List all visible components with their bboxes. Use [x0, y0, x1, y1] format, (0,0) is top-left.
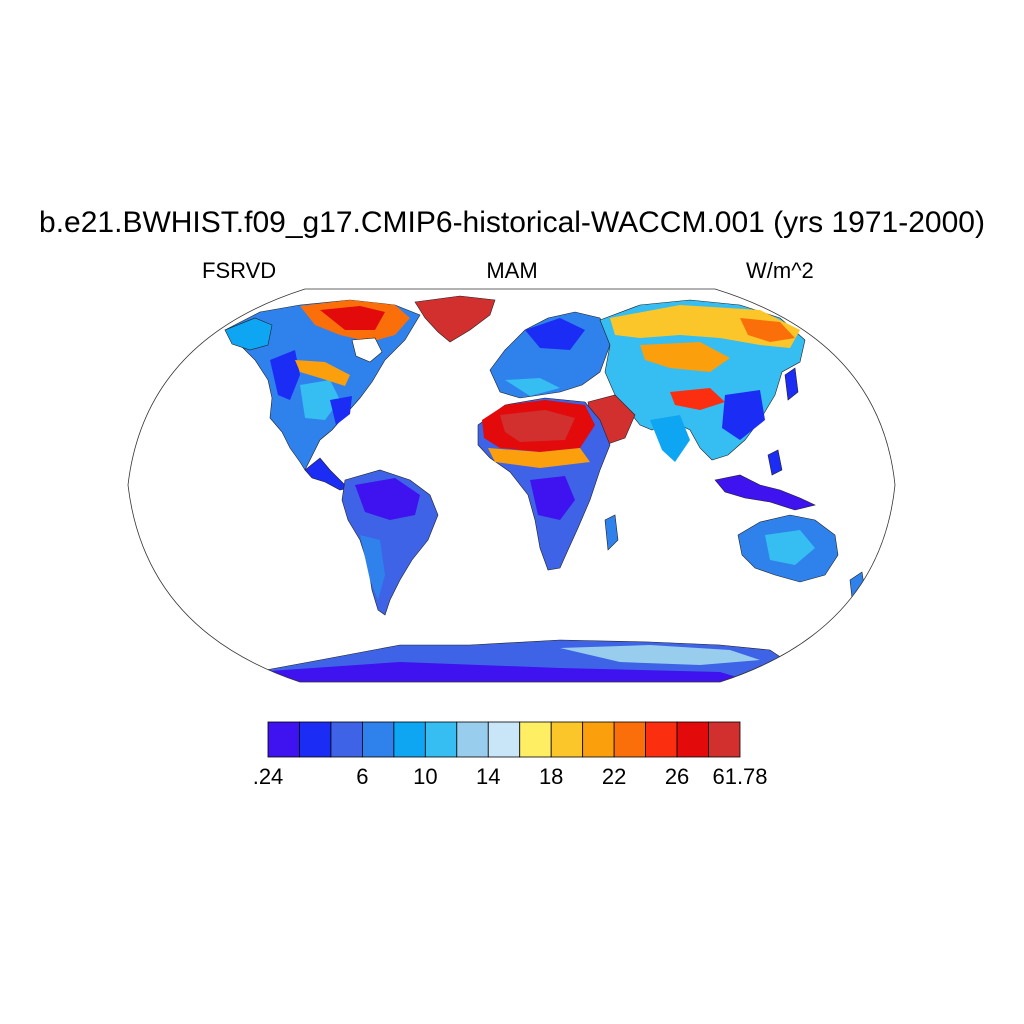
philippines [767, 449, 783, 476]
colorbar-swatch [456, 721, 489, 758]
colorbar-swatch [330, 721, 363, 758]
units-label: W/m^2 [746, 258, 814, 283]
japan [784, 367, 799, 401]
alaska [224, 317, 273, 351]
colorbar-swatch [676, 721, 709, 758]
colorbar-tick-label: 61.78 [712, 764, 768, 789]
hudson-bay [351, 337, 383, 363]
colorbar-tick-label: 6 [356, 764, 369, 789]
colorbar [267, 721, 741, 758]
andes-strip [360, 535, 385, 600]
north-america-plains [300, 380, 340, 420]
tibet [670, 388, 725, 410]
colorbar-tick-label: .24 [252, 764, 284, 789]
north-america-arctic-core [320, 306, 385, 330]
sahel [488, 448, 590, 468]
colorbar-swatch [519, 721, 552, 758]
new-zealand [849, 571, 866, 599]
colorbar-swatch [708, 721, 741, 758]
east-asia [722, 390, 765, 440]
colorbar-tick-label: 22 [601, 764, 627, 789]
colorbar-tick-label: 26 [664, 764, 690, 789]
central-asia-hot [640, 342, 730, 372]
variable-label: FSRVD [202, 258, 277, 283]
colorbar-swatch [487, 721, 521, 758]
australia-interior [765, 530, 815, 565]
congo-basin [530, 476, 575, 520]
north-america-interior [270, 350, 300, 400]
north-america-belt [295, 360, 350, 386]
europe-north [525, 318, 585, 350]
colorbar-swatch [645, 721, 678, 758]
plot-title: b.e21.BWHIST.f09_g17.CMIP6-historical-WA… [39, 206, 985, 239]
madagascar [604, 514, 619, 551]
season-label: MAM [486, 258, 538, 283]
colorbar-swatch [299, 721, 332, 758]
antarctica-plateau [560, 645, 760, 665]
europe-south [505, 378, 560, 396]
colorbar-swatch [550, 721, 584, 758]
colorbar-swatch [613, 721, 647, 758]
map-boundary [127, 288, 896, 683]
siberia-belt [610, 305, 800, 348]
colorbar-tick-label: 14 [476, 764, 501, 789]
colorbar-swatch [267, 721, 300, 758]
central-america [304, 457, 349, 491]
colorbar-tick-label: 18 [538, 764, 564, 789]
indonesia [714, 474, 816, 511]
antarctica-coast [250, 662, 780, 682]
colorbar-tick-label: 10 [413, 764, 438, 789]
amazon-basin [355, 478, 420, 520]
siberia-hot [740, 318, 795, 342]
land-fields [224, 295, 866, 682]
greenland [414, 295, 496, 343]
sahara-core [500, 410, 575, 442]
colorbar-swatch [424, 721, 458, 758]
colorbar-swatch [393, 721, 426, 758]
colorbar-swatch [582, 721, 615, 758]
india [650, 415, 690, 462]
colorbar-swatch [361, 721, 395, 758]
antarctica [249, 639, 801, 682]
north-america-east [330, 396, 352, 425]
